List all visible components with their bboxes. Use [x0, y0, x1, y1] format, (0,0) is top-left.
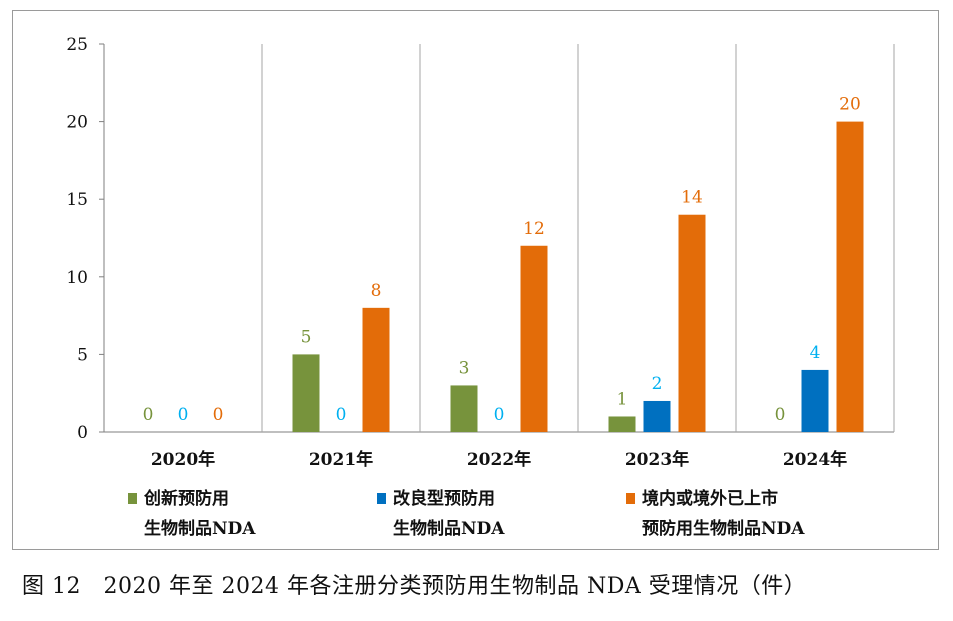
data-label: 8	[371, 281, 382, 301]
y-tick-label: 0	[77, 423, 88, 443]
x-tick-label: 2024年	[783, 449, 847, 470]
data-label: 0	[494, 405, 505, 425]
legend-label-line-1: 创新预防用	[144, 489, 229, 509]
bar	[678, 214, 706, 432]
legend-label-line-2: 生物制品NDA	[393, 519, 505, 539]
y-tick-label: 25	[66, 35, 88, 55]
data-label: 14	[681, 188, 703, 208]
chart-frame	[12, 10, 939, 550]
bar	[836, 121, 864, 432]
bar	[520, 245, 548, 432]
data-label: 1	[617, 389, 628, 409]
legend-label-line-2: 生物制品NDA	[144, 519, 256, 539]
y-tick-label: 5	[77, 345, 88, 365]
data-label: 0	[143, 405, 154, 425]
legend-label-line-1: 改良型预防用	[393, 489, 495, 509]
bar	[643, 400, 671, 432]
data-label: 0	[775, 405, 786, 425]
legend-swatch-innovative	[128, 493, 137, 504]
bar	[362, 307, 390, 432]
x-tick-label: 2023年	[625, 449, 689, 470]
bar	[801, 369, 829, 432]
legend-label-line-2: 预防用生物制品NDA	[642, 519, 805, 539]
data-label: 0	[178, 405, 189, 425]
data-label: 0	[213, 405, 224, 425]
bar	[450, 385, 478, 432]
figure-caption: 图 12 2020 年至 2024 年各注册分类预防用生物制品 NDA 受理情况…	[22, 574, 807, 599]
data-label: 4	[810, 343, 821, 363]
x-tick-label: 2021年	[309, 449, 373, 470]
bar	[292, 354, 320, 432]
y-tick-label: 20	[66, 113, 88, 133]
bar	[608, 416, 636, 432]
legend-label-line-1: 境内或境外已上市	[642, 489, 778, 509]
data-label: 5	[301, 327, 312, 347]
y-tick-label: 15	[66, 190, 88, 210]
data-label: 12	[523, 219, 545, 239]
data-label: 2	[652, 374, 663, 394]
data-label: 3	[459, 358, 470, 378]
x-tick-label: 2022年	[467, 449, 531, 470]
x-tick-label: 2020年	[151, 449, 215, 470]
data-label: 20	[839, 95, 861, 115]
legend-swatch-improved	[377, 493, 386, 504]
data-label: 0	[336, 405, 347, 425]
chart-bars	[292, 121, 864, 432]
y-tick-label: 10	[66, 268, 88, 288]
chart-data-labels: 0 5 3 1 0 0 0 0 2 4 0 8 12 14 20	[143, 95, 861, 425]
legend-swatch-marketed	[626, 493, 635, 504]
